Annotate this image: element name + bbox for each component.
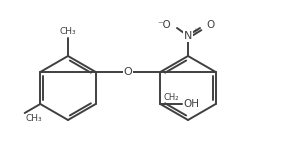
Text: CH₃: CH₃ (60, 27, 76, 36)
Text: CH₃: CH₃ (26, 114, 42, 123)
Text: CH₂: CH₂ (164, 93, 179, 102)
Text: N: N (184, 31, 192, 41)
Text: O: O (124, 67, 132, 77)
Text: ⁻O: ⁻O (157, 20, 171, 30)
Text: +: + (192, 28, 198, 34)
Text: OH: OH (183, 99, 199, 109)
Text: O: O (206, 20, 214, 30)
